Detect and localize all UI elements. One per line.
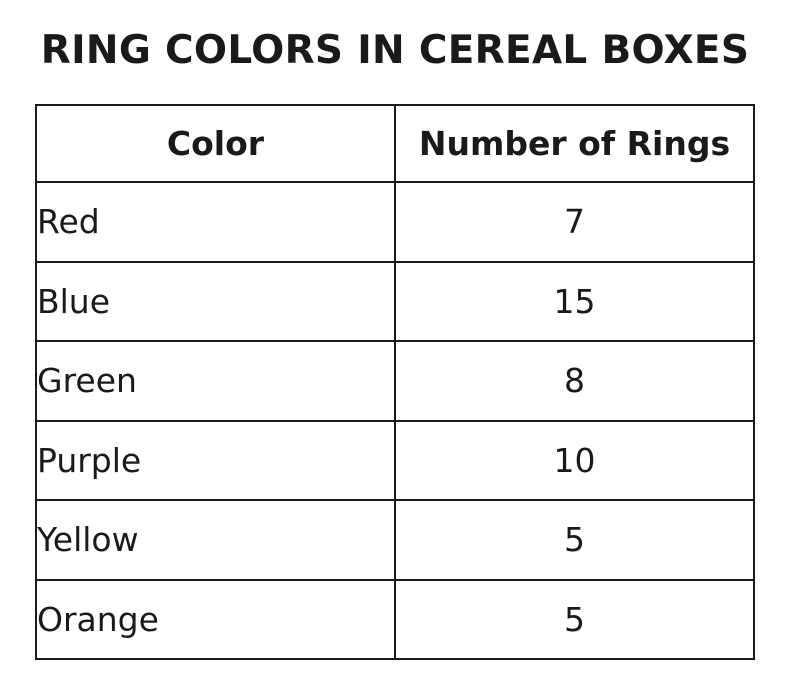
color-cell: Orange xyxy=(35,578,396,660)
table-row: Yellow 5 xyxy=(35,499,755,581)
color-cell: Green xyxy=(35,340,396,422)
table-row: Blue 15 xyxy=(35,260,755,342)
table-row: Red 7 xyxy=(35,181,755,263)
table-row: Green 8 xyxy=(35,340,755,422)
count-cell: 5 xyxy=(394,499,755,581)
color-cell: Yellow xyxy=(35,499,396,581)
count-cell: 15 xyxy=(394,260,755,342)
count-cell: 5 xyxy=(394,578,755,660)
color-cell: Red xyxy=(35,181,396,263)
count-cell: 8 xyxy=(394,340,755,422)
count-cell: 7 xyxy=(394,181,755,263)
column-header-color: Color xyxy=(35,104,396,183)
column-header-number-of-rings: Number of Rings xyxy=(394,104,755,183)
color-cell: Purple xyxy=(35,419,396,501)
table-title: RING COLORS IN CEREAL BOXES xyxy=(40,28,750,73)
color-cell: Blue xyxy=(35,260,396,342)
table-row: Purple 10 xyxy=(35,419,755,501)
ring-colors-table: Color Number of Rings Red 7 Blue 15 Gree… xyxy=(35,104,755,660)
table-row: Orange 5 xyxy=(35,578,755,660)
header-row: Color Number of Rings xyxy=(35,104,755,183)
count-cell: 10 xyxy=(394,419,755,501)
